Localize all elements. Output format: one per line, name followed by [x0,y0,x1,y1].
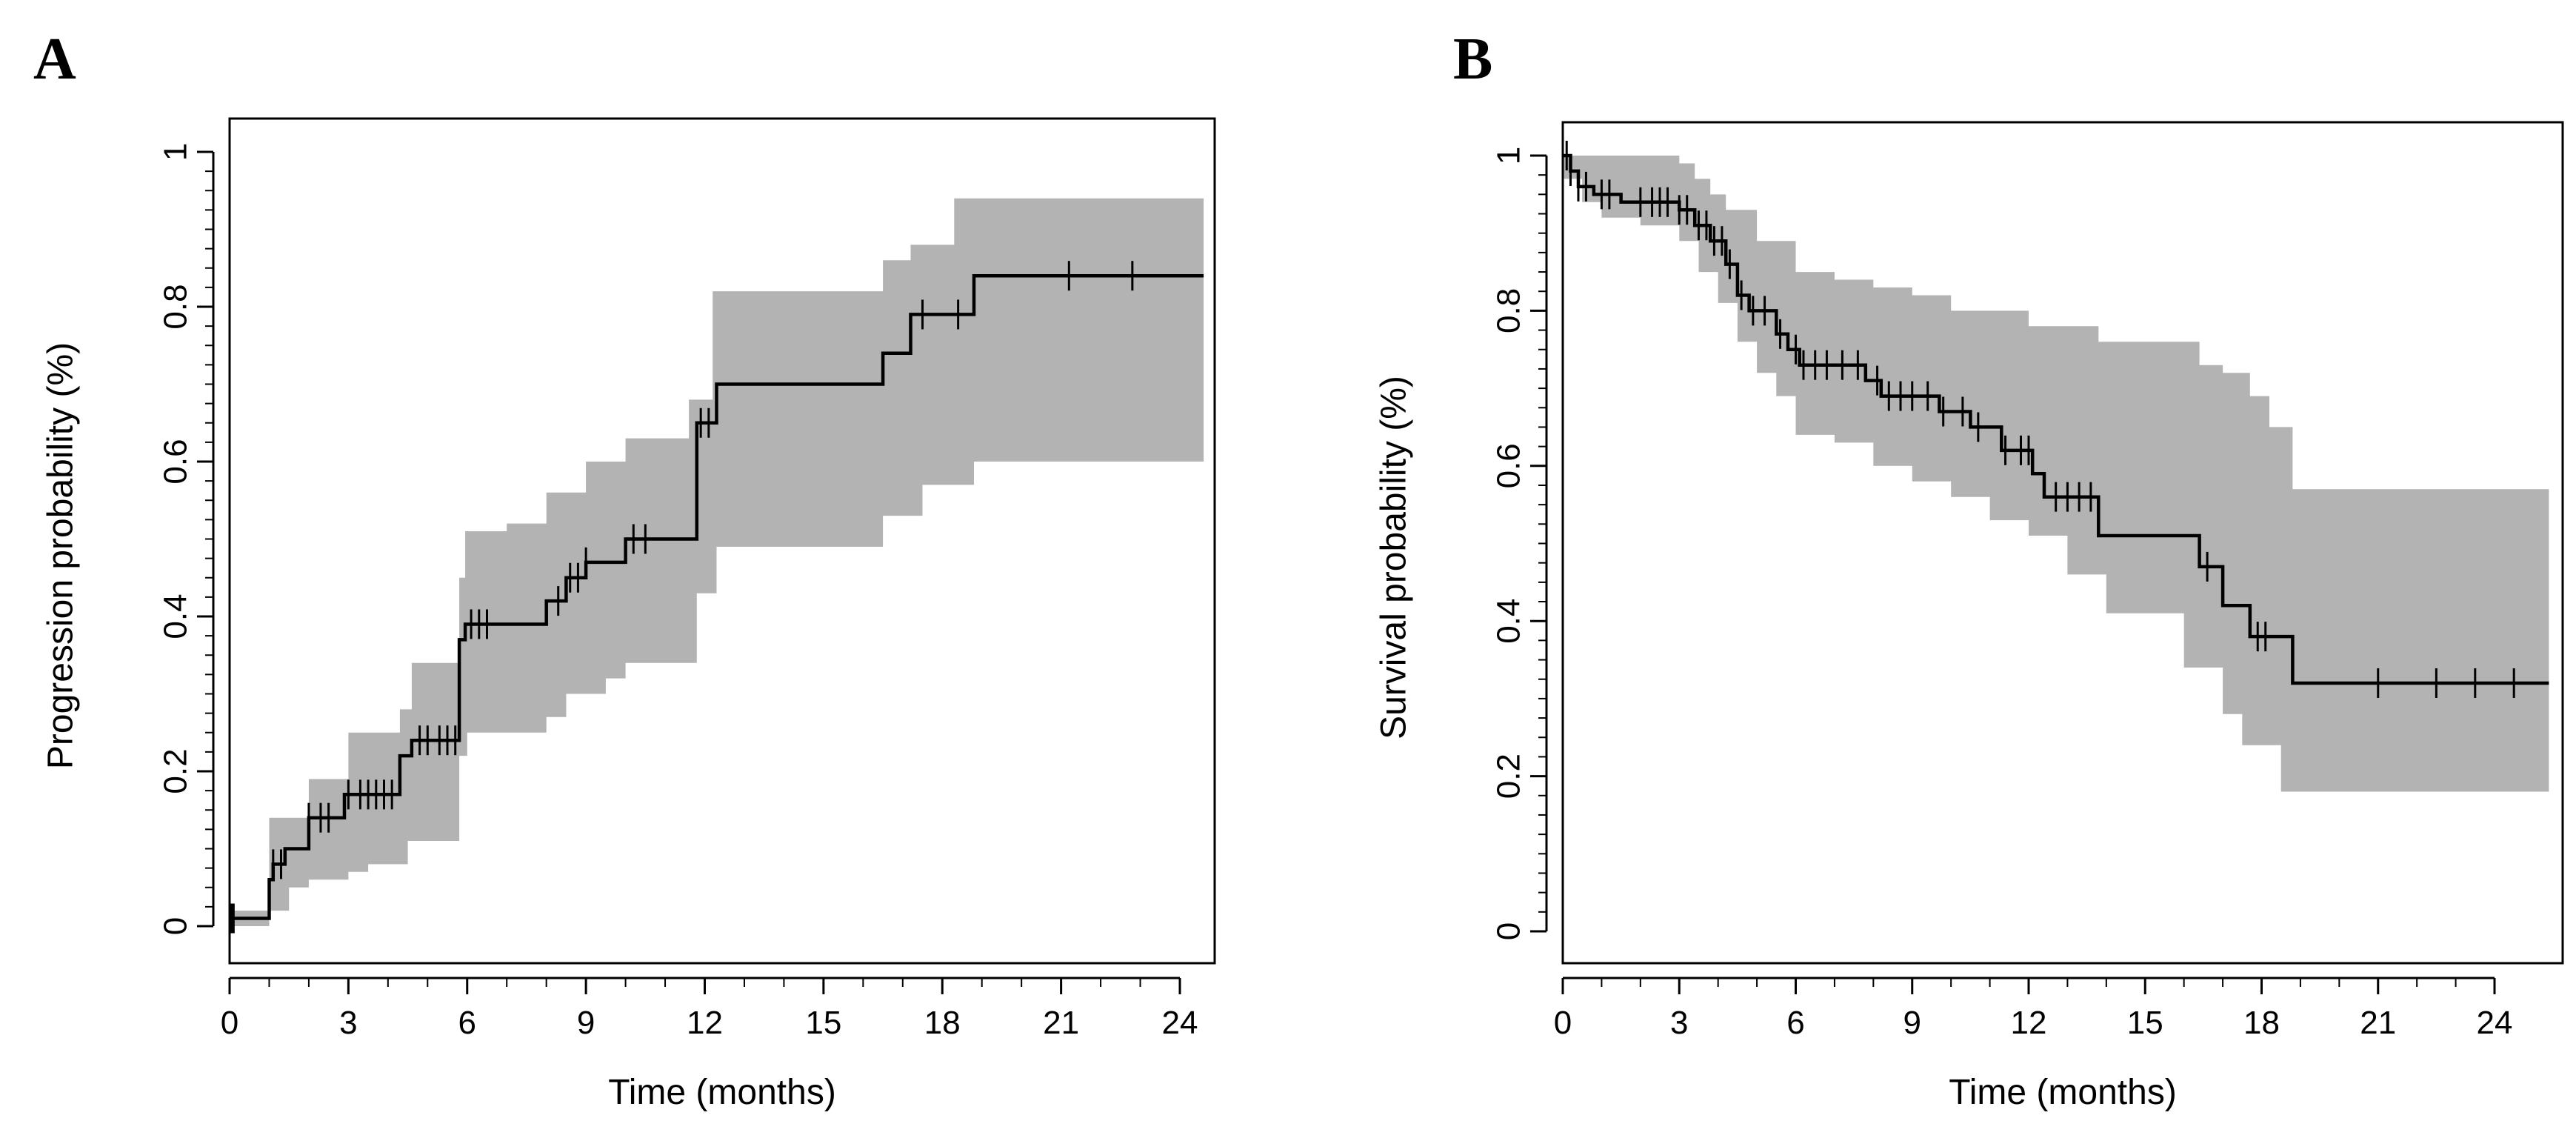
x-tick-label: 24 [1162,1005,1198,1041]
x-tick-label: 6 [1786,1005,1804,1041]
x-tick-label: 18 [924,1005,961,1041]
x-tick-label: 9 [577,1005,595,1041]
km-curve [1563,153,2549,685]
x-axis-title: Time (months) [1949,1073,2177,1112]
y-tick-label: 0.4 [158,593,194,639]
x-tick-label: 3 [339,1005,357,1041]
km-curve [230,273,1204,920]
y-axis-title: Progression probability (%) [41,342,81,769]
x-tick-label: 12 [2011,1005,2047,1041]
x-tick-label: 24 [2477,1005,2513,1041]
y-tick-label: 0.6 [1491,443,1527,488]
x-tick-label: 3 [1670,1005,1688,1041]
x-tick-label: 21 [1043,1005,1079,1041]
y-tick-label: 0 [158,917,194,935]
confidence-band [230,198,1204,926]
panel-b-plot: 0 0.2 0.4 0.6 0.8 1 0 3 6 9 12 15 18 21 24 Time (months… [1375,121,2564,1112]
y-tick-label: 1 [158,143,194,161]
y-tick-label: 0.2 [158,748,194,794]
y-tick-label: 0.6 [158,439,194,484]
x-tick-label: 18 [2243,1005,2280,1041]
x-tick-label: 0 [221,1005,238,1041]
x-tick-label: 21 [2360,1005,2396,1041]
y-tick-label: 0.4 [1491,599,1527,644]
y-tick-label: 1 [1491,147,1527,164]
panel-b-label: B [1453,27,1493,92]
y-tick-label: 0.2 [1491,754,1527,799]
confidence-band [1563,156,2549,792]
x-tick-label: 9 [1903,1005,1921,1041]
y-tick-label: 0.8 [1491,288,1527,333]
x-tick-label: 0 [1554,1005,1572,1041]
x-tick-label: 6 [458,1005,476,1041]
x-axis-title: Time (months) [608,1073,836,1112]
x-tick-label: 15 [2127,1005,2163,1041]
panel-a-label: A [33,27,76,92]
y-axis-title: Survival probability (%) [1375,376,1414,739]
y-tick-label: 0 [1491,922,1527,940]
x-tick-label: 12 [687,1005,723,1041]
plot-frame [228,117,1216,965]
panel-a-plot: 0 0.2 0.4 0.6 0.8 1 0 3 6 9 12 15 18 21 24 Time (months… [41,117,1216,1112]
x-tick-label: 15 [805,1005,841,1041]
y-tick-label: 0.8 [158,284,194,329]
plot-frame [1561,121,2564,965]
